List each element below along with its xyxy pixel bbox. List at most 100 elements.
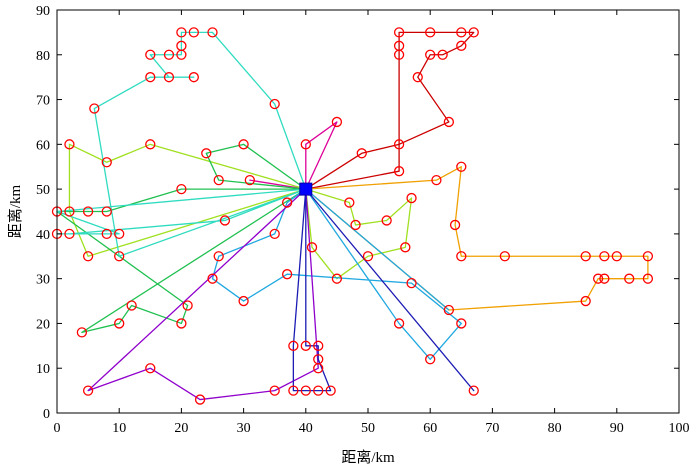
customer-point	[114, 318, 125, 329]
customer-point	[101, 206, 112, 217]
y-tick-label: 50	[36, 183, 50, 198]
customer-point	[182, 300, 193, 311]
customer-point	[163, 49, 175, 60]
customer-point	[313, 354, 324, 365]
plot-frame	[56, 9, 680, 414]
y-axis-ticks: 0 10 20 30 40 50 60 70 80 90	[36, 4, 679, 422]
customer-point	[101, 157, 112, 168]
customer-point	[406, 277, 417, 289]
customer-point	[163, 72, 175, 83]
customer-point	[393, 318, 405, 329]
customer-point	[313, 385, 324, 396]
x-tick-label: 60	[423, 421, 437, 436]
customer-point	[76, 327, 88, 338]
y-tick-label: 70	[36, 94, 50, 109]
customer-point	[244, 175, 255, 186]
customer-point	[580, 251, 591, 262]
customer-point	[269, 385, 280, 396]
customer-point	[599, 273, 610, 284]
customer-point	[592, 273, 604, 284]
customer-point	[437, 49, 448, 60]
customer-point	[176, 318, 187, 329]
x-tick-label: 100	[669, 421, 690, 436]
y-tick-label: 0	[43, 407, 50, 422]
customer-point	[114, 228, 125, 240]
customer-point	[331, 273, 343, 284]
customer-point	[145, 139, 156, 150]
customer-point	[468, 385, 479, 396]
customer-point	[101, 228, 112, 240]
y-tick-label: 40	[36, 228, 50, 243]
customer-point	[425, 49, 436, 60]
customer-point	[176, 183, 187, 195]
customer-point	[624, 273, 635, 284]
route-line-7	[211, 188, 462, 360]
customer-point	[356, 148, 367, 159]
customer-point	[580, 295, 591, 307]
x-axis-label: 距离/km	[341, 449, 395, 466]
customer-point	[300, 340, 311, 351]
customer-point	[456, 251, 467, 262]
customer-point	[64, 228, 75, 240]
route-line-9	[292, 188, 475, 392]
customer-point	[288, 385, 299, 396]
customer-point	[406, 192, 417, 204]
customer-point	[176, 49, 187, 60]
customer-point	[300, 385, 311, 396]
customer-point	[393, 166, 405, 177]
customer-point	[126, 300, 137, 311]
y-tick-label: 90	[36, 4, 50, 19]
y-tick-label: 80	[36, 49, 50, 64]
customer-point	[350, 219, 361, 231]
x-axis-ticks: 0 10 20 30 40 50 60 70 80 90 100	[54, 10, 690, 436]
customer-point	[288, 340, 299, 351]
customer-point	[425, 354, 436, 365]
customer-point	[431, 175, 442, 186]
customer-point	[331, 116, 343, 128]
customer-point	[642, 273, 654, 284]
customer-point	[213, 251, 224, 262]
customer-point	[201, 148, 212, 159]
customer-point	[443, 304, 455, 316]
route-line-4	[68, 143, 413, 280]
customer-point	[381, 215, 392, 226]
customer-point	[82, 251, 94, 262]
customer-point	[599, 251, 610, 262]
customer-point	[325, 385, 336, 396]
customer-point	[344, 197, 355, 208]
y-tick-label: 30	[36, 273, 50, 288]
x-tick-label: 10	[112, 421, 126, 436]
customer-point	[393, 49, 405, 60]
customer-point	[145, 363, 156, 374]
x-tick-label: 0	[54, 421, 61, 436]
depot-marker-layer	[299, 182, 313, 196]
customer-point	[269, 98, 280, 110]
customer-point	[213, 175, 224, 186]
route-line-8	[87, 188, 319, 401]
customer-point	[393, 27, 405, 38]
customer-point	[313, 340, 324, 351]
x-tick-label: 80	[548, 421, 562, 436]
customer-point	[114, 251, 125, 262]
route-line-3	[305, 166, 649, 311]
customer-point	[238, 295, 249, 307]
y-tick-label: 60	[36, 138, 50, 153]
customer-point	[176, 27, 187, 38]
customer-point	[82, 385, 94, 396]
customer-point	[194, 394, 206, 405]
customer-point	[456, 161, 467, 172]
customer-point	[443, 116, 455, 128]
x-tick-label: 70	[485, 421, 499, 436]
customer-markers	[51, 27, 654, 405]
y-tick-label: 10	[36, 362, 50, 377]
route-line-2	[249, 121, 338, 190]
x-tick-label: 50	[361, 421, 375, 436]
customer-point	[400, 242, 411, 253]
route-lines	[56, 31, 649, 401]
customer-point	[468, 27, 479, 38]
customer-point	[188, 72, 199, 83]
y-tick-label: 20	[36, 317, 50, 332]
route-line-1	[305, 31, 475, 190]
